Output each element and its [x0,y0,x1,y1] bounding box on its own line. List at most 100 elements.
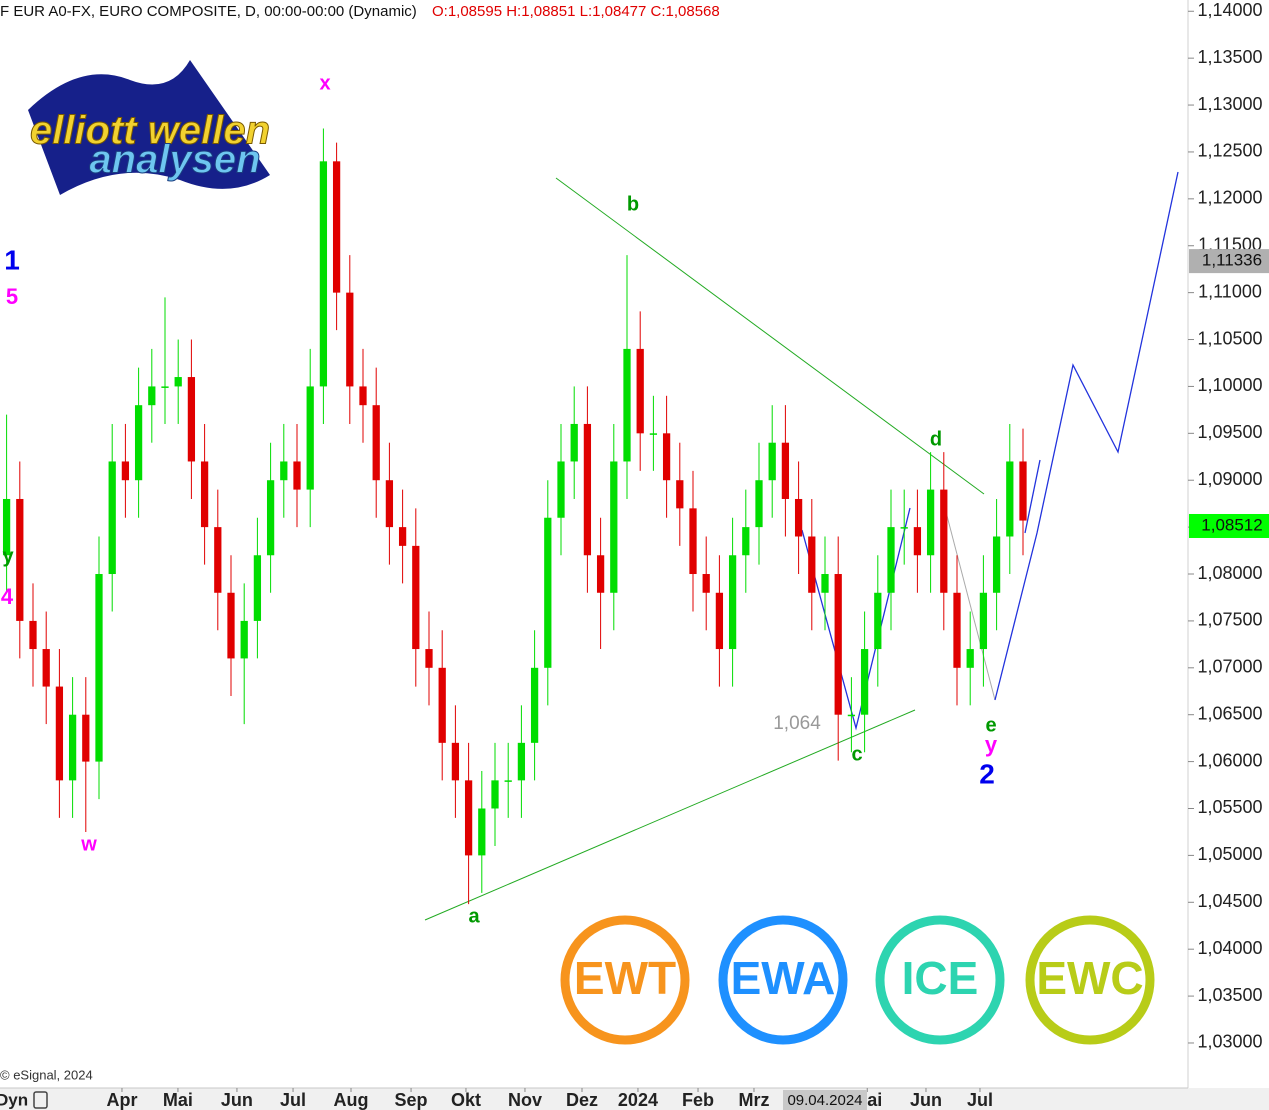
candle-body [1006,461,1014,537]
candle-body [332,161,341,293]
candle-body [676,480,684,509]
trend-line [424,709,916,921]
badge-ring [875,915,1005,1045]
candle-body [319,161,328,387]
candle-body [926,489,935,556]
candle-body [966,649,974,668]
candle-body [346,292,354,387]
candle-body [161,386,169,388]
badge-label: EWC [1036,952,1143,1004]
y-tick-label: 1,03500 [1197,985,1262,1005]
level-label: 1,064 [773,713,821,734]
candle-body [517,742,526,781]
wave-label: y [2,545,14,567]
badge-label: EWT [574,952,676,1004]
logo-text: elliott wellen [30,109,270,153]
candle-body [200,461,209,528]
candle-body [847,714,856,717]
wave-label: 5 [6,284,18,309]
badge-label: EWA [731,952,836,1004]
candle-body [834,574,842,715]
candle-body [95,574,103,762]
x-tick-label: Jul [280,1090,306,1110]
wave-label: 4 [1,584,14,609]
candle-body [662,433,671,481]
y-tick-label: 1,05500 [1197,797,1262,817]
candles [2,128,1027,905]
candle-body [491,780,499,809]
cursor-box [783,1090,867,1110]
cursor-label: 09.04.2024 [787,1092,862,1109]
wave-label: x [319,72,330,94]
wave-label: w [80,833,97,855]
y-tick-label: 1,12000 [1197,188,1262,208]
candle-body [121,461,130,481]
y-tick-label: 1,09500 [1197,422,1262,442]
candle-body [689,508,697,575]
x-tick-label: Dez [566,1090,598,1110]
x-tick-label: Apr [106,1090,137,1110]
time-axis [0,1088,1269,1110]
x-tick-label: Jul [967,1090,993,1110]
y-tick-label: 1,03000 [1197,1032,1262,1052]
candle-body [253,555,262,621]
y-tick-label: 1,06000 [1197,750,1262,770]
candle-body [359,386,367,406]
logo-text: analysen [89,138,260,182]
candle-body [425,649,433,668]
wave-label: c [851,743,862,765]
badge-ring [1025,915,1155,1045]
candle-body [874,592,882,650]
wave-label: 1 [4,244,20,275]
badge-ring [560,915,690,1045]
candle-body [702,574,710,593]
candle-body [187,377,196,462]
wave-label: y [985,732,998,757]
candle-body [715,592,724,650]
candle-body [570,423,578,462]
y-tick-label: 1,10000 [1197,375,1262,395]
logo-flag [28,60,270,195]
candle-body [860,649,869,715]
y-tick-label: 1,04000 [1197,938,1262,958]
candle-body [504,780,512,782]
candle-body [372,405,380,481]
candle-body [16,498,24,621]
candle-body [544,517,552,668]
candle-body [385,480,394,528]
lock-icon[interactable] [33,1091,48,1109]
candle-body [108,461,116,575]
candle-body [768,442,776,481]
candle-body [293,461,301,490]
candle-body [306,386,314,490]
wave-label: a [468,905,480,927]
candle-body [438,667,446,743]
y-tick-label: 1,10500 [1197,328,1262,348]
candle-body [478,808,486,856]
candle-body [992,536,1001,593]
wave-label: 2 [979,758,995,789]
candle-body [1019,461,1027,521]
price-marker [1189,249,1269,274]
candle-body [451,742,460,781]
price-marker [1189,513,1269,538]
x-tick-label: Jun [910,1090,942,1110]
candle-body [636,348,644,434]
candle-body [808,536,816,593]
source: © eSignal, 2024 [0,1067,93,1082]
candle-body [82,714,90,762]
x-tick-label: Jun [221,1090,253,1110]
y-tick-label: 1,11000 [1198,281,1262,301]
candle-body [398,527,407,546]
candle-body [214,527,222,593]
candle-body [887,527,895,593]
price-marker-label: 1,08512 [1201,515,1262,534]
badge-ring [718,915,848,1045]
x-tick-label: Mrz [738,1090,769,1110]
candle-body [530,667,539,743]
candle-body [781,442,790,499]
candle-body [29,620,37,650]
candle-body [280,461,288,481]
x-tick-label: Nov [508,1090,542,1110]
y-tick-label: 1,13500 [1197,47,1262,67]
